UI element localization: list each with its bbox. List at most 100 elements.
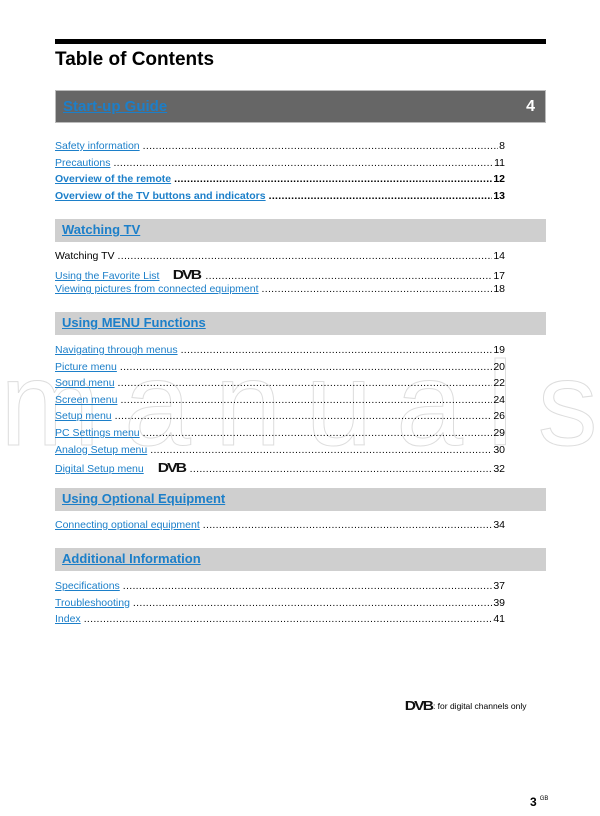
toc-entry-link[interactable]: Sound menu [55,377,115,390]
dot-leader [118,250,493,262]
toc-entry-link[interactable]: Overview of the TV buttons and indicator… [55,189,266,202]
section-header-menu: Using MENU Functions [55,312,546,335]
dot-leader [123,580,493,592]
dot-leader [203,519,493,531]
toc-entry[interactable]: PC Settings menu 29 [55,427,505,444]
dot-leader [118,377,493,389]
top-rule [55,39,546,44]
toc-entry-link[interactable]: Overview of the remote [55,173,172,186]
toc-entry-link[interactable]: Precautions [55,156,111,169]
page-number: 3 GB [530,795,548,809]
dvb-legend: DVB : for digital channels only [404,698,527,713]
toc-entry-link[interactable]: Viewing pictures from connected equipmen… [55,283,259,296]
dot-leader [84,613,493,625]
toc-entry-link[interactable]: Specifications [55,580,120,592]
toc-entry-page: 12 [493,173,505,186]
toc-entry[interactable]: Setup menu 26 [55,410,505,427]
page-number-value: 3 [530,795,537,809]
toc-entry-page: 14 [493,250,505,262]
toc-entry-page: 20 [493,360,505,373]
toc-entry-page: 29 [493,426,505,439]
section-header-additional: Additional Information [55,548,546,571]
toc-entry-page: 39 [493,596,505,609]
toc-entry[interactable]: Digital Setup menu DVB 32 [55,460,505,477]
toc-entry-link[interactable]: Connecting optional equipment [55,519,200,531]
toc-entry[interactable]: Analog Setup menu 30 [55,444,505,461]
toc-entry[interactable]: Troubleshooting 39 [55,597,505,614]
toc-list-watching: Watching TV 14 Using the Favorite List DVB 1… [55,250,505,300]
dot-leader [181,344,493,356]
toc-entry[interactable]: Overview of the TV buttons and indicator… [55,190,505,207]
toc-entry[interactable]: Screen menu 24 [55,394,505,411]
toc-entry-page: 13 [493,189,505,202]
dvb-logo-icon: DVB [404,698,434,713]
section-header-startup: Start-up Guide 4 [55,90,546,123]
dot-leader [269,190,493,202]
toc-entry[interactable]: Using the Favorite List DVB 17 [55,267,505,284]
toc-entry-link[interactable]: Picture menu [55,360,117,373]
toc-entry-page: 41 [493,613,505,626]
toc-list-optional: Connecting optional equipment 34 [55,519,505,536]
dot-leader [143,140,499,152]
toc-entry[interactable]: Safety information 8 [55,140,505,157]
toc-entry-link[interactable]: Using the Favorite List [55,269,160,282]
dot-leader [174,173,492,185]
dot-leader [150,444,492,456]
page-title: Table of Contents [55,49,215,70]
toc-entry[interactable]: Navigating through menus 19 [55,344,505,361]
section-link[interactable]: Using Optional Equipment [62,491,226,506]
toc-entry[interactable]: Precautions 11 [55,157,505,174]
toc-entry[interactable]: Watching TV 14 [55,250,505,267]
dot-leader [115,410,493,422]
toc-entry[interactable]: Viewing pictures from connected equipmen… [55,283,505,300]
toc-list-startup: Safety information 8 Precautions 11 Overview… [55,140,505,206]
toc-entry-page: 30 [493,443,505,456]
toc-entry-page: 37 [493,580,505,592]
dvb-logo-icon: DVB [173,266,202,282]
dot-leader [120,361,492,373]
toc-entry-link[interactable]: Setup menu [55,410,112,423]
toc-entry-link[interactable]: Navigating through menus [55,344,178,356]
dot-leader [113,157,493,169]
toc-entry-page: 24 [493,393,505,406]
toc-entry[interactable]: Connecting optional equipment 34 [55,519,505,536]
toc-entry[interactable]: Specifications 37 [55,580,505,597]
dot-leader [262,283,493,295]
toc-entry-link[interactable]: Screen menu [55,393,118,406]
toc-entry[interactable]: Picture menu 20 [55,361,505,378]
toc-entry[interactable]: Index 41 [55,613,505,630]
dot-leader [133,597,492,609]
section-header-watching: Watching TV [55,219,546,242]
toc-entry-link[interactable]: Safety information [55,140,140,152]
toc-entry-link[interactable]: Index [55,613,81,626]
toc-entry-page: 22 [493,377,505,390]
section-link[interactable]: Additional Information [62,551,201,566]
toc-entry-page: 18 [493,283,505,296]
toc-entry-link[interactable]: Analog Setup menu [55,443,148,456]
dvb-logo-icon: DVB [157,460,186,476]
dvb-legend-text: : for digital channels only [432,700,527,711]
toc-entry-link[interactable]: Digital Setup menu [55,463,144,476]
section-link-startup[interactable]: Start-up Guide [63,98,168,115]
toc-entry-page: 26 [493,410,505,423]
section-header-optional: Using Optional Equipment [55,488,546,511]
toc-entry-link[interactable]: Watching TV [55,250,115,262]
dot-leader [205,270,492,282]
dot-leader [120,394,492,406]
dot-leader [143,427,493,439]
toc-entry[interactable]: Overview of the remote 12 [55,173,505,190]
toc-entry-link[interactable]: Troubleshooting [55,596,130,609]
section-link[interactable]: Using MENU Functions [62,315,206,330]
toc-entry-link[interactable]: PC Settings menu [55,426,140,439]
toc-entry-page: 34 [493,519,505,531]
section-link[interactable]: Watching TV [62,222,141,237]
toc-entry-page: 19 [493,344,505,356]
dot-leader [190,463,493,475]
toc-entry[interactable]: Sound menu 22 [55,377,505,394]
toc-entry-page: 32 [493,463,505,476]
toc-entry-page: 8 [499,140,505,152]
section-page-number: 4 [526,98,535,115]
toc-list-menu: Navigating through menus 19 Picture menu 20… [55,344,505,477]
toc-entry-page: 17 [493,269,505,282]
toc-list-additional: Specifications 37 Troubleshooting 39 Index 41 [55,580,505,630]
